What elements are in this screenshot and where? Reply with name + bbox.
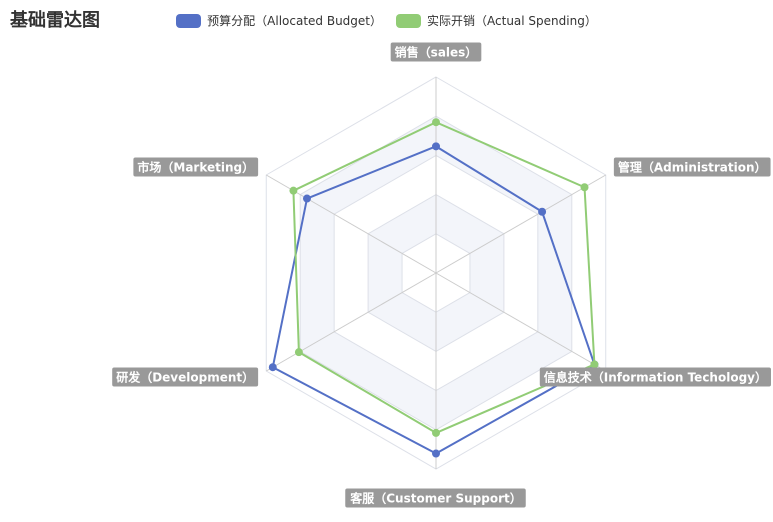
- series-1-point-3: [432, 428, 440, 437]
- legend-swatch-actual: [396, 13, 422, 28]
- indicator-label-bg-4: [112, 367, 259, 387]
- indicator-label-bg-5: [133, 157, 259, 177]
- legend-label-actual: 实际开销（Actual Spending）: [427, 14, 597, 28]
- axis-line-1: [435, 174, 606, 274]
- series-1-point-5: [289, 186, 298, 195]
- indicator-label-1: 管理（Administration）: [618, 160, 767, 175]
- indicator-label-bg-0: [390, 42, 482, 62]
- chart-title: 基础雷达图: [10, 10, 100, 31]
- series-0-point-1: [538, 207, 547, 216]
- series-1-point-2: [590, 360, 599, 369]
- series-1-point-1: [580, 183, 589, 192]
- axis-line-4: [266, 272, 437, 372]
- axis-line-2: [435, 272, 606, 372]
- legend-swatch-allocated: [176, 13, 202, 28]
- series-0-point-5: [302, 194, 311, 203]
- indicator-label-bg-1: [613, 157, 771, 177]
- legend: 预算分配（Allocated Budget） 实际开销（Actual Spend…: [0, 12, 773, 29]
- legend-label-allocated: 预算分配（Allocated Budget）: [207, 14, 383, 28]
- indicator-label-4: 研发（Development）: [116, 370, 254, 385]
- indicator-label-2: 信息技术（Information Techology）: [544, 370, 767, 385]
- indicator-label-bg-3: [345, 488, 526, 508]
- indicator-label-bg-2: [539, 367, 771, 387]
- indicator-label-5: 市场（Marketing）: [137, 160, 254, 175]
- series-0-point-0: [432, 142, 440, 151]
- series-0-point-3: [432, 449, 440, 458]
- indicator-label-3: 客服（Customer Support）: [349, 491, 521, 506]
- legend-item-actual[interactable]: 实际开销（Actual Spending）: [396, 12, 597, 29]
- indicator-label-0: 销售（sales）: [395, 45, 478, 60]
- series-1-point-4: [294, 348, 303, 357]
- legend-item-allocated[interactable]: 预算分配（Allocated Budget）: [176, 12, 382, 29]
- series-1-point-0: [432, 118, 440, 127]
- series-0-point-4: [268, 363, 277, 372]
